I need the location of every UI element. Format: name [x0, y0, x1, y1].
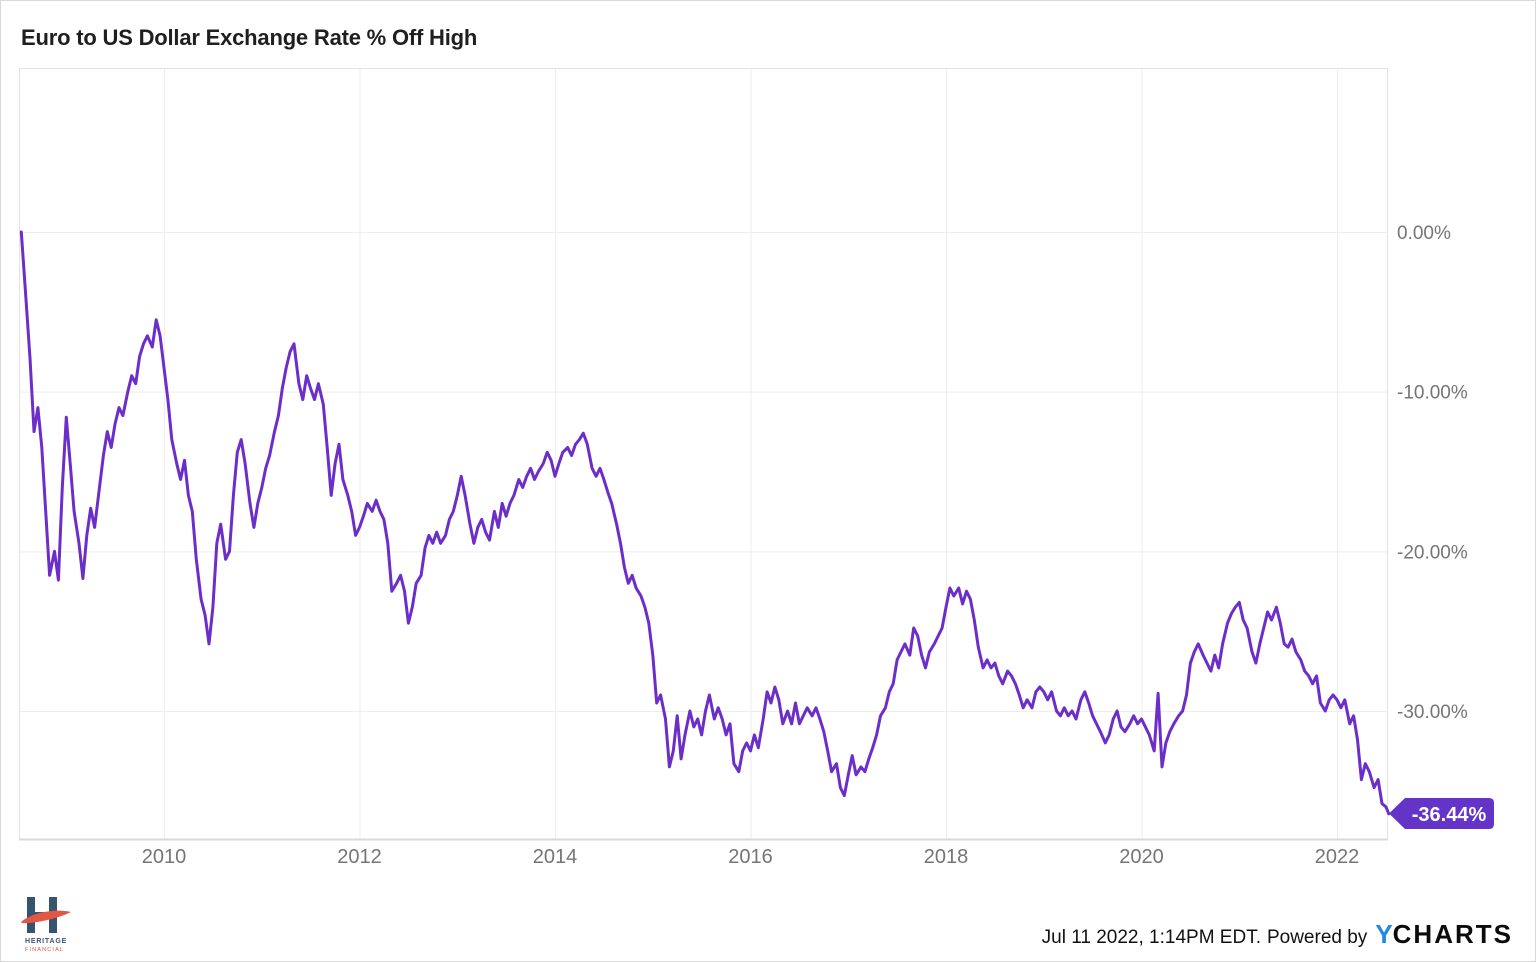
heritage-financial-logo: HERITAGE FINANCIAL	[21, 897, 71, 953]
logo-text-heritage: HERITAGE	[25, 938, 67, 945]
y-tick-label: -10.00%	[1397, 383, 1468, 404]
powered-by-label: Powered by	[1266, 927, 1368, 948]
ycharts-y-icon: Y	[1375, 919, 1393, 949]
x-tick-label: 2014	[533, 846, 578, 868]
y-tick-label: 0.00%	[1397, 223, 1451, 244]
badge-label: -36.44%	[1412, 804, 1487, 826]
page-title: Euro to US Dollar Exchange Rate % Off Hi…	[21, 25, 478, 50]
y-tick-label: -20.00%	[1397, 542, 1468, 563]
y-tick-label: -30.00%	[1397, 702, 1468, 723]
footer-timestamp: Jul 11 2022, 1:14PM EDT.	[1041, 927, 1261, 948]
logo-swoosh-icon	[21, 910, 71, 924]
x-tick-label: 2010	[142, 846, 187, 868]
x-tick-label: 2018	[924, 846, 969, 868]
badge-arrow-shape	[1389, 798, 1494, 829]
x-tick-label: 2016	[728, 846, 773, 868]
footer: Jul 11 2022, 1:14PM EDT. Powered by YCHA…	[1042, 919, 1513, 950]
logo-h-icon	[21, 897, 71, 933]
x-tick-label: 2012	[337, 846, 382, 868]
exchange-rate-series-line	[19, 230, 1391, 816]
last-value-badge: -36.44%	[1389, 798, 1494, 829]
ycharts-logo: YCHARTS	[1375, 919, 1513, 950]
plot-area: 2010 2012 2014 2016 2018 2020 2022 0.00% -10.00%…	[19, 68, 1468, 868]
ycharts-wordmark: CHARTS	[1392, 919, 1513, 949]
x-tick-label: 2022	[1315, 846, 1360, 868]
logo-text-financial: FINANCIAL	[25, 947, 64, 953]
x-tick-label: 2020	[1119, 846, 1164, 868]
